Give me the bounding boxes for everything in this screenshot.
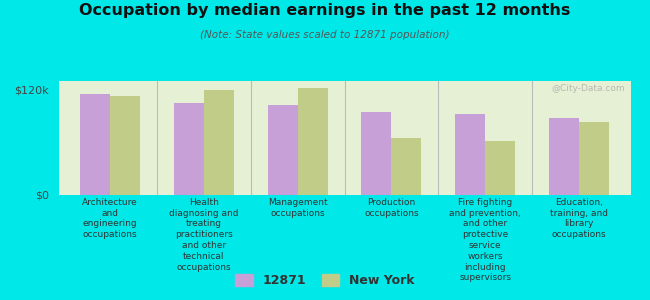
Text: @City-Data.com: @City-Data.com: [551, 84, 625, 93]
Legend: 12871, New York: 12871, New York: [231, 270, 419, 291]
Text: Education,
training, and
library
occupations: Education, training, and library occupat…: [550, 198, 608, 239]
Text: Management
occupations: Management occupations: [268, 198, 328, 218]
Text: Health
diagnosing and
treating
practitioners
and other
technical
occupations: Health diagnosing and treating practitio…: [169, 198, 239, 272]
Bar: [80, 94, 110, 195]
Text: Fire fighting
and prevention,
and other
protective
service
workers
including
sup: Fire fighting and prevention, and other …: [449, 198, 521, 282]
Bar: [298, 88, 328, 195]
Bar: [455, 114, 485, 195]
Bar: [174, 103, 204, 195]
Bar: [268, 105, 298, 195]
Bar: [391, 138, 421, 195]
Bar: [361, 112, 391, 195]
Text: Architecture
and
engineering
occupations: Architecture and engineering occupations: [82, 198, 138, 239]
Text: Occupation by median earnings in the past 12 months: Occupation by median earnings in the pas…: [79, 3, 571, 18]
Bar: [485, 141, 515, 195]
Bar: [110, 96, 140, 195]
Bar: [579, 122, 609, 195]
Text: Production
occupations: Production occupations: [364, 198, 419, 218]
Text: (Note: State values scaled to 12871 population): (Note: State values scaled to 12871 popu…: [200, 30, 450, 40]
Bar: [204, 90, 234, 195]
Bar: [549, 118, 579, 195]
